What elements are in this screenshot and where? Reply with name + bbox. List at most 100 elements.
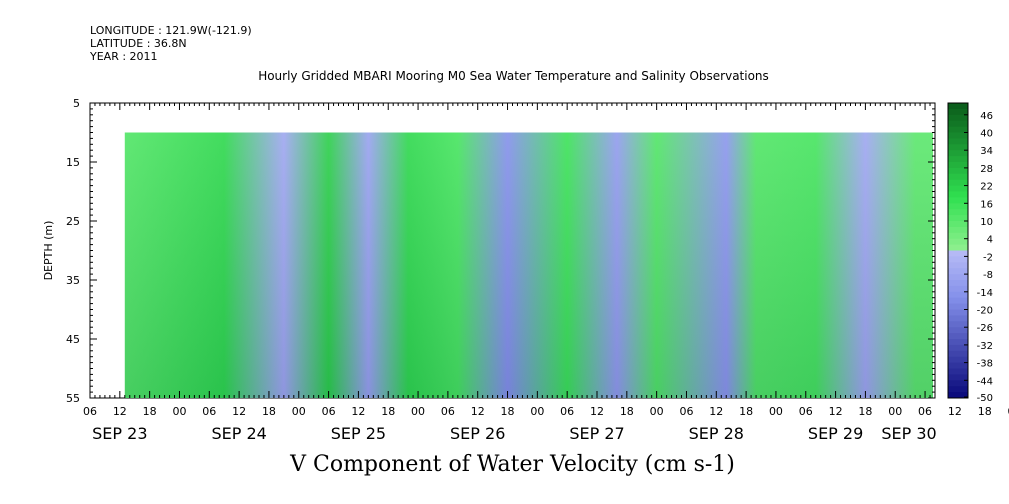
colorbar-swatch <box>948 339 968 346</box>
colorbar-swatch <box>948 221 968 228</box>
y-tick-label: 25 <box>66 215 80 228</box>
colorbar-label: 46 <box>980 111 993 122</box>
colorbar-swatch <box>948 250 968 257</box>
colorbar-swatch <box>948 392 968 399</box>
x-hour-label: 06 <box>679 405 693 418</box>
colorbar-label: -26 <box>977 323 993 334</box>
colorbar-label: -8 <box>983 270 993 281</box>
colorbar-swatch <box>948 173 968 181</box>
colorbar-swatch <box>948 244 968 251</box>
colorbar-label: -38 <box>977 359 993 370</box>
colorbar-label: 4 <box>987 235 993 246</box>
y-tick-label: 15 <box>66 156 80 169</box>
colorbar-swatch <box>948 297 968 305</box>
colorbar-swatch <box>948 203 968 210</box>
x-hour-label: 00 <box>1008 405 1009 418</box>
colorbar-swatch <box>948 209 968 216</box>
colorbar-swatch <box>948 144 968 151</box>
colorbar-swatch <box>948 321 968 328</box>
x-hour-label: 18 <box>858 405 872 418</box>
y-tick-label: 5 <box>73 97 80 110</box>
colorbar-swatch <box>948 262 968 269</box>
colorbar-swatch <box>948 103 968 110</box>
y-tick-label: 55 <box>66 392 80 405</box>
colorbar-label: 28 <box>980 164 993 175</box>
x-hour-label: 06 <box>202 405 216 418</box>
colorbar-swatch <box>948 268 968 275</box>
colorbar-swatch <box>948 285 968 293</box>
x-hour-label: 06 <box>441 405 455 418</box>
colorbar-swatch <box>948 191 968 198</box>
colorbar-swatch <box>948 356 968 364</box>
x-hour-label: 00 <box>888 405 902 418</box>
colorbar-swatch <box>948 380 968 387</box>
colorbar-swatch <box>948 108 968 116</box>
latitude-label: LATITUDE : 36.8N <box>90 37 187 50</box>
x-hour-label: 06 <box>799 405 813 418</box>
x-hour-label: 06 <box>83 405 97 418</box>
x-hour-label: 06 <box>918 405 932 418</box>
colorbar-swatch <box>948 197 968 204</box>
x-hour-label: 18 <box>620 405 634 418</box>
heatmap-chart: 5 15 25 35 45 55 DEPTH (m) 06 12 18 00 06 12 18 00 06 1… <box>42 97 1009 443</box>
colorbar-label: -14 <box>977 288 993 299</box>
x-hour-label: 18 <box>501 405 515 418</box>
longitude-label: LONGITUDE : 121.9W(-121.9) <box>90 24 252 37</box>
x-day-label: SEP 30 <box>881 424 936 443</box>
x-day-label: SEP 29 <box>808 424 863 443</box>
x-hour-label: 06 <box>322 405 336 418</box>
x-hour-label: 18 <box>739 405 753 418</box>
colorbar-swatch <box>948 215 968 222</box>
depth-shading <box>124 132 933 398</box>
x-hour-label: 12 <box>709 405 723 418</box>
x-hour-label: 18 <box>143 405 157 418</box>
variable-label: V Component of Water Velocity (cm s-1) <box>290 452 735 477</box>
colorbar-swatch <box>948 280 968 287</box>
year-label: YEAR : 2011 <box>90 50 158 63</box>
x-hour-label: 06 <box>560 405 574 418</box>
x-hour-label: 12 <box>232 405 246 418</box>
x-day-label: SEP 23 <box>92 424 147 443</box>
colorbar-swatch <box>948 315 968 322</box>
colorbar-label: -32 <box>977 341 993 352</box>
x-day-label: SEP 28 <box>689 424 744 443</box>
colorbar-swatch <box>948 232 968 240</box>
colorbar-swatch <box>948 303 968 310</box>
heatmap-field <box>124 132 933 398</box>
colorbar: 46 40 34 28 22 16 10 4 -2 -8 -14 -20 -26 -32 -38 -44 -50 <box>947 102 993 404</box>
x-hour-label: 00 <box>292 405 306 418</box>
colorbar-swatch <box>948 132 968 139</box>
colorbar-label: -50 <box>977 393 993 404</box>
colorbar-swatch <box>948 362 968 369</box>
x-day-label: SEP 26 <box>450 424 505 443</box>
colorbar-swatch <box>948 291 968 299</box>
colorbar-label: 22 <box>980 182 993 193</box>
x-day-label: SEP 25 <box>331 424 386 443</box>
colorbar-label: 10 <box>980 217 993 228</box>
colorbar-swatch <box>948 309 968 316</box>
colorbar-swatch <box>948 150 968 157</box>
x-hour-label: 12 <box>471 405 485 418</box>
x-hour-label: 12 <box>829 405 843 418</box>
colorbar-label: -44 <box>977 376 993 387</box>
colorbar-swatch <box>948 368 968 375</box>
colorbar-swatch <box>948 256 968 263</box>
x-hour-label: 18 <box>381 405 395 418</box>
colorbar-swatch <box>948 179 968 187</box>
colorbar-frame <box>947 102 969 399</box>
x-hour-label: 12 <box>590 405 604 418</box>
colorbar-swatch <box>948 344 968 352</box>
colorbar-swatch <box>948 333 968 340</box>
x-hour-label: 00 <box>769 405 783 418</box>
x-day-label: SEP 27 <box>569 424 624 443</box>
colorbar-swatch <box>948 238 968 246</box>
colorbar-swatch <box>948 374 968 381</box>
y-tick-label: 35 <box>66 274 80 287</box>
y-tick-label: 45 <box>66 333 80 346</box>
x-hour-label: 18 <box>978 405 992 418</box>
colorbar-swatch <box>948 185 968 192</box>
colorbar-swatch <box>948 114 968 122</box>
colorbar-swatch <box>948 126 968 133</box>
colorbar-label: 34 <box>980 146 993 157</box>
colorbar-swatch <box>948 226 968 234</box>
